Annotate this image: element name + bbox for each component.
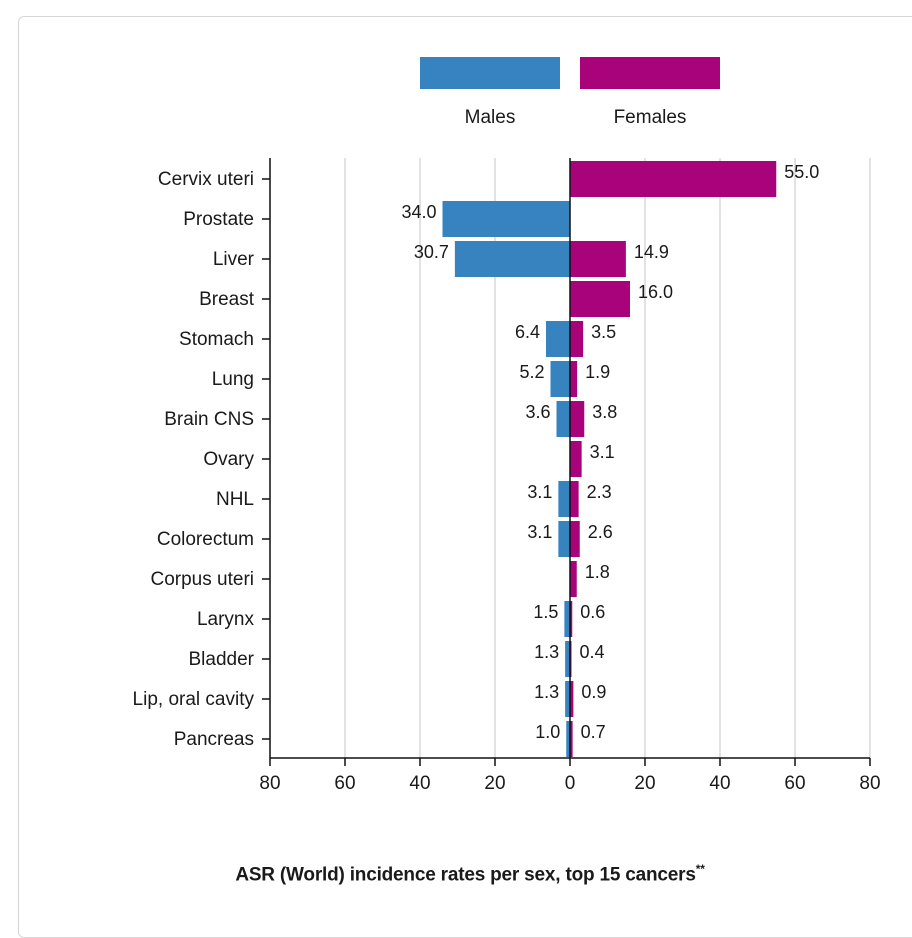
x-tick-label: 40 [409, 773, 430, 794]
data-label-males: 1.5 [533, 602, 558, 622]
bar-females [570, 441, 582, 477]
category-label: Ovary [203, 449, 254, 470]
data-label-females: 3.5 [591, 322, 616, 342]
bar-females [570, 241, 626, 277]
data-label-males: 5.2 [519, 362, 544, 382]
x-tick-label: 20 [634, 773, 655, 794]
category-label: Stomach [179, 329, 254, 350]
x-tick-label: 60 [334, 773, 355, 794]
data-label-females: 1.9 [585, 362, 610, 382]
data-label-females: 1.8 [585, 562, 610, 582]
bar-females [570, 481, 579, 517]
category-label: Lung [212, 369, 254, 390]
category-label: Pancreas [174, 729, 254, 750]
data-label-females: 2.6 [588, 522, 613, 542]
category-label: Bladder [189, 649, 255, 670]
data-label-females: 55.0 [784, 162, 819, 182]
category-label: Cervix uteri [158, 169, 254, 190]
legend-swatch-males [420, 57, 560, 89]
bar-males [565, 681, 570, 717]
category-label: Brain CNS [164, 409, 254, 430]
x-tick-label: 80 [859, 773, 880, 794]
chart-svg: Males Females 55.034.030.7 14.916.06.4 3.55… [133, 57, 881, 794]
category-label: Corpus uteri [151, 569, 255, 590]
bar-males [556, 401, 570, 437]
data-label-females: 3.1 [590, 442, 615, 462]
x-tick-label: 0 [565, 773, 576, 794]
x-tick-label: 20 [484, 773, 505, 794]
y-axis: Cervix uteri Prostate Liver Breast Stomach Lu… [133, 158, 571, 758]
bar-females [570, 721, 573, 757]
x-tick-label: 80 [259, 773, 280, 794]
category-label: Larynx [197, 609, 255, 630]
data-label-females: 16.0 [638, 282, 673, 302]
bar-females [570, 401, 585, 437]
category-label: NHL [216, 489, 254, 510]
x-tick-label: 40 [709, 773, 730, 794]
bar-males [558, 481, 570, 517]
data-label-females: 0.7 [581, 722, 606, 742]
data-label-females: 0.6 [580, 602, 605, 622]
data-label-males: 30.7 [414, 242, 449, 262]
bar-females [570, 561, 577, 597]
bars [442, 161, 777, 757]
data-label-females: 3.8 [592, 402, 617, 422]
category-label: Prostate [183, 209, 254, 230]
value-labels: 55.0 34.0 30.7 14.9 16.0 6.4 3.5 5.2 1.9 3.6 3.8 3.… [401, 162, 819, 742]
legend-label-males: Males [465, 107, 516, 128]
data-label-males: 3.1 [527, 522, 552, 542]
data-label-males: 1.3 [534, 642, 559, 662]
bar-males [566, 721, 570, 757]
data-label-males: 6.4 [515, 322, 540, 342]
category-label: Liver [213, 249, 255, 270]
chart-title: ASR (World) incidence rates per sex, top… [235, 862, 705, 886]
legend: Males Females [420, 57, 720, 128]
bar-males [565, 641, 570, 677]
bar-females [570, 161, 777, 197]
legend-swatch-females [580, 57, 720, 89]
bar-females [570, 321, 584, 357]
data-label-females: 14.9 [634, 242, 669, 262]
category-label: Breast [199, 289, 255, 310]
data-label-males: 34.0 [401, 202, 436, 222]
category-label: Lip, oral cavity [133, 689, 255, 710]
bar-males [442, 201, 570, 237]
bar-males [564, 601, 570, 637]
data-label-females: 2.3 [587, 482, 612, 502]
data-label-females: 0.4 [580, 642, 605, 662]
data-label-males: 1.3 [534, 682, 559, 702]
data-label-males: 1.0 [535, 722, 560, 742]
x-axis: 80 60 40 20 0 20 40 60 80 [259, 757, 881, 794]
bar-males [558, 521, 570, 557]
bar-females [570, 681, 574, 717]
legend-label-females: Females [614, 107, 687, 128]
data-label-males: 3.1 [527, 482, 552, 502]
bar-males [550, 361, 570, 397]
bar-males [546, 321, 570, 357]
data-label-females: 0.9 [581, 682, 606, 702]
bar-females [570, 521, 580, 557]
bar-females [570, 281, 630, 317]
data-label-males: 3.6 [525, 402, 550, 422]
x-tick-label: 60 [784, 773, 805, 794]
bar-females [570, 601, 573, 637]
bar-males [454, 241, 570, 277]
bar-females [570, 361, 578, 397]
category-label: Colorectum [157, 529, 254, 550]
